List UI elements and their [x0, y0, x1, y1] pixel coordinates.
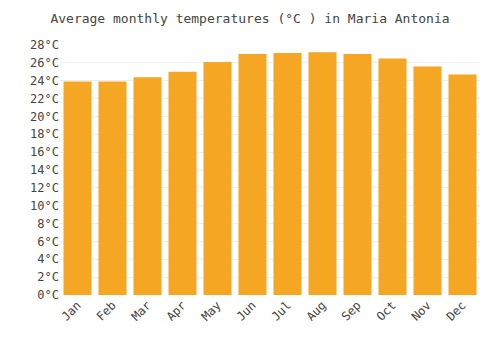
svg-text:22°C: 22°C [30, 92, 59, 106]
svg-text:Aug: Aug [304, 298, 329, 323]
svg-text:Jun: Jun [234, 298, 259, 323]
svg-text:18°C: 18°C [30, 127, 59, 141]
svg-text:10°C: 10°C [30, 199, 59, 213]
svg-text:16°C: 16°C [30, 145, 59, 159]
svg-text:6°C: 6°C [37, 235, 59, 249]
svg-text:28°C: 28°C [30, 38, 59, 52]
svg-text:Jul: Jul [269, 298, 294, 323]
svg-text:May: May [199, 298, 224, 323]
svg-text:14°C: 14°C [30, 163, 59, 177]
svg-text:8°C: 8°C [37, 217, 59, 231]
svg-text:Nov: Nov [409, 298, 434, 323]
svg-text:26°C: 26°C [30, 56, 59, 70]
svg-text:Feb: Feb [94, 298, 119, 323]
svg-text:24°C: 24°C [30, 74, 59, 88]
svg-text:Jan: Jan [59, 298, 84, 323]
svg-text:12°C: 12°C [30, 181, 59, 195]
svg-text:0°C: 0°C [37, 288, 59, 302]
svg-text:2°C: 2°C [37, 270, 59, 284]
svg-text:Sep: Sep [339, 298, 364, 323]
svg-text:4°C: 4°C [37, 252, 59, 266]
svg-text:Average monthly temperatures (: Average monthly temperatures (°C ) in Ma… [50, 11, 449, 26]
svg-text:Apr: Apr [164, 298, 189, 323]
svg-text:Oct: Oct [374, 298, 399, 323]
svg-text:Dec: Dec [444, 298, 469, 323]
svg-text:Mar: Mar [129, 298, 154, 323]
svg-text:20°C: 20°C [30, 110, 59, 124]
